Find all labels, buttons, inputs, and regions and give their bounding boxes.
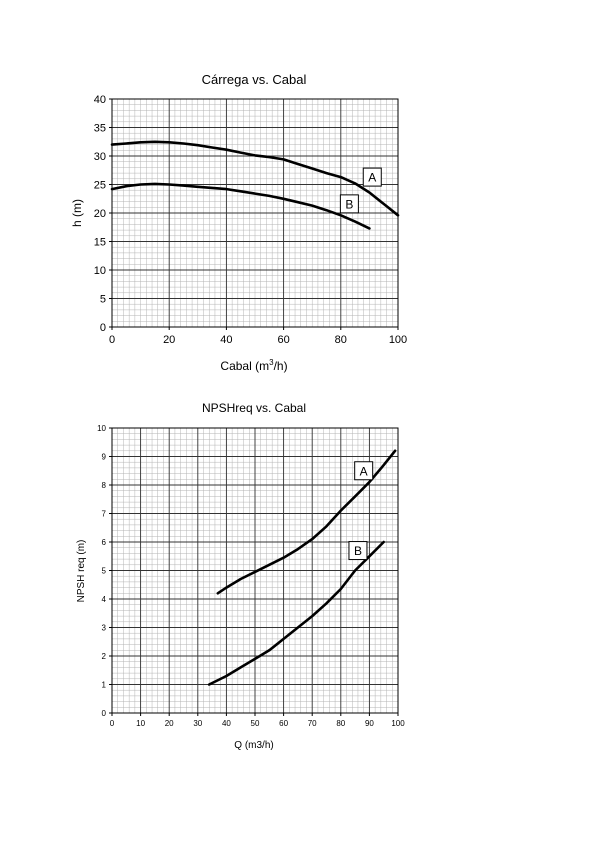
series-label-b: B (345, 197, 353, 211)
x-tick-label: 0 (109, 334, 115, 346)
series-label-box (354, 461, 374, 481)
y-tick-label: 25 (94, 179, 106, 191)
y-tick-label: 20 (94, 208, 106, 220)
y-tick-label: 4 (102, 595, 107, 604)
y-tick-label: 8 (102, 481, 107, 490)
y-tick-label: 6 (102, 538, 107, 547)
y-tick-label: 10 (94, 265, 106, 277)
series-label-box (348, 541, 368, 561)
x-tick-label: 100 (389, 334, 407, 346)
y-tick-label: 0 (102, 709, 107, 718)
y-tick-label: 40 (94, 94, 106, 106)
x-tick-label: 90 (365, 719, 374, 728)
y-tick-labels: 0 1 2 3 4 5 6 7 8 9 10 (97, 424, 112, 718)
y-tick-label: 10 (97, 424, 106, 433)
chart-title: NPSHreq vs. Cabal (202, 401, 306, 415)
y-tick-label: 5 (102, 566, 107, 575)
y-axis-label: NPSH req (m) (76, 540, 87, 603)
y-tick-labels: 0 5 10 15 20 25 30 35 40 (94, 94, 112, 334)
series-group: AB (207, 449, 397, 686)
x-tick-label: 20 (165, 719, 174, 728)
y-tick-label: 30 (94, 151, 106, 163)
series-label-box (362, 167, 382, 187)
x-tick-labels: 0 20 40 60 80 100 (109, 327, 407, 346)
x-axis-label: Q (m3/h) (234, 740, 273, 751)
x-tick-label: 50 (251, 719, 260, 728)
x-tick-label: 60 (277, 334, 289, 346)
x-tick-label: 100 (391, 719, 405, 728)
series-line-b (110, 182, 371, 230)
x-tick-label: 80 (336, 719, 345, 728)
x-tick-label: 70 (308, 719, 317, 728)
y-tick-label: 9 (102, 452, 107, 461)
series-label-a: A (368, 171, 376, 185)
x-tick-labels: 0 10 20 30 40 50 60 70 80 90 100 (110, 713, 405, 728)
y-tick-label: 2 (102, 652, 107, 661)
y-tick-label: 35 (94, 122, 106, 134)
series-line-a (216, 449, 397, 595)
series-line-a (110, 140, 400, 217)
x-tick-label: 40 (222, 719, 231, 728)
head-vs-flow-chart: Cárrega vs. Cabal 0 20 40 60 80 100 0 5 10 15 20 2… (70, 72, 407, 373)
y-tick-label: 3 (102, 623, 107, 632)
x-tick-label: 40 (220, 334, 232, 346)
series-label-b: B (354, 544, 362, 558)
series-group: AB (110, 140, 400, 230)
x-tick-label: 80 (335, 334, 347, 346)
x-tick-label: 60 (279, 719, 288, 728)
y-tick-label: 15 (94, 236, 106, 248)
series-label-a: A (360, 464, 368, 478)
x-tick-label: 30 (193, 719, 202, 728)
x-tick-label: 20 (163, 334, 175, 346)
y-tick-label: 0 (100, 322, 106, 334)
x-axis-label: Cabal (m3/h) (220, 358, 287, 373)
x-tick-label: 0 (110, 719, 115, 728)
chart-title: Cárrega vs. Cabal (202, 72, 307, 87)
x-tick-label: 10 (136, 719, 145, 728)
y-axis-label: h (m) (70, 199, 84, 227)
series-label-box (339, 194, 359, 214)
npsh-vs-flow-chart: NPSHreq vs. Cabal 0 10 20 30 40 50 60 70 80 90 100… (76, 401, 405, 751)
series-line-b (207, 540, 386, 686)
y-tick-label: 5 (100, 293, 106, 305)
y-tick-label: 7 (102, 509, 107, 518)
y-tick-label: 1 (102, 680, 107, 689)
